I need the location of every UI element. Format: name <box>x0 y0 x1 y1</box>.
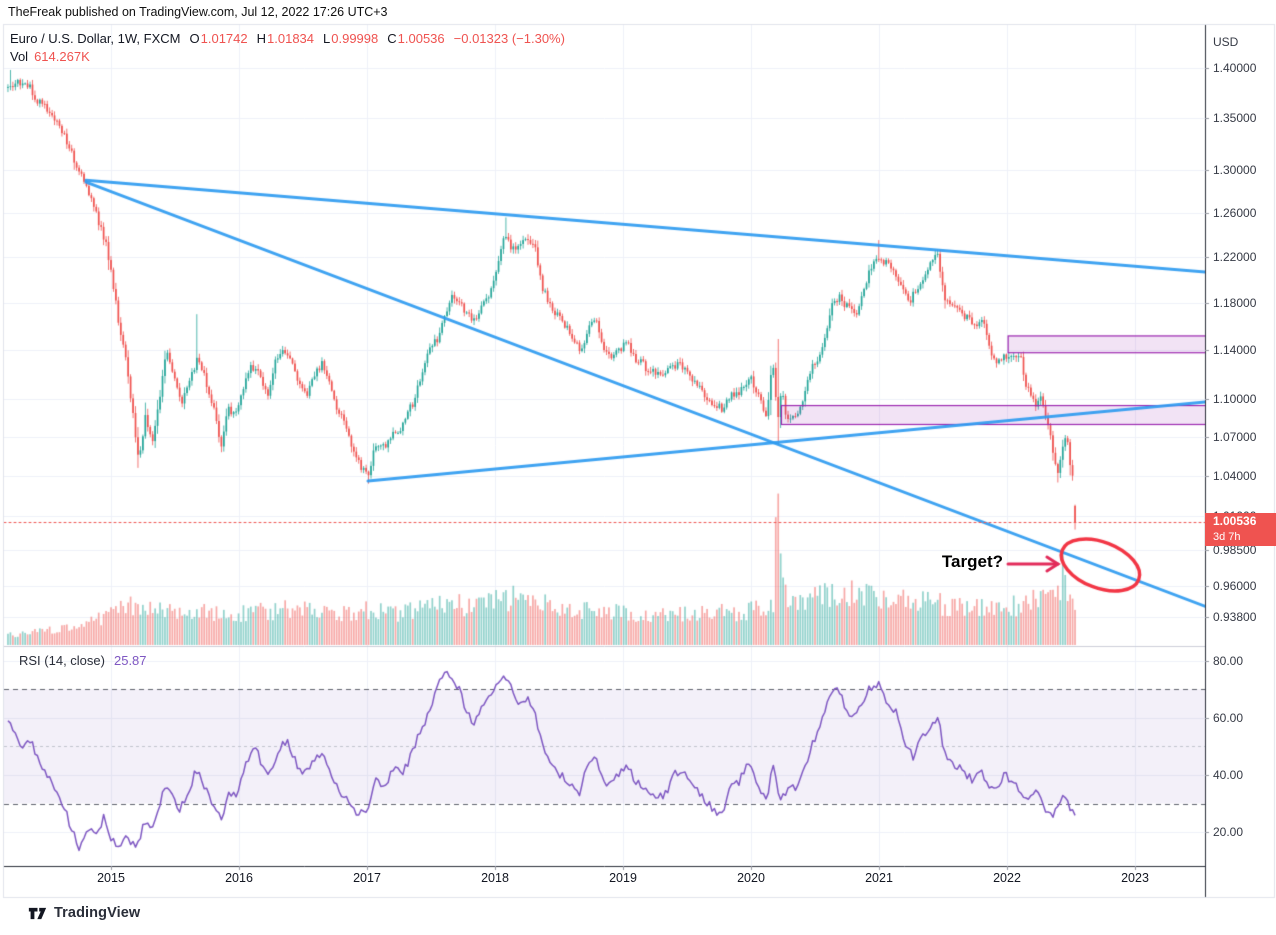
price-tick-label: 1.18000 <box>1213 295 1257 310</box>
tradingview-logo-icon <box>28 907 47 919</box>
attribution-text: TheFreak published on TradingView.com, J… <box>8 5 388 19</box>
bar-countdown: 3d 7h <box>1213 531 1241 543</box>
year-label: 2016 <box>225 871 253 885</box>
rsi-label: RSI (14, close) <box>19 653 105 668</box>
footer: TradingView <box>28 905 140 921</box>
symbol-title: Euro / U.S. Dollar, 1W, FXCM <box>10 31 181 46</box>
ohlc-open: O 1.01742 <box>189 31 248 46</box>
volume-label: Vol <box>10 49 29 64</box>
price-tick-label: 1.10000 <box>1213 391 1257 406</box>
rsi-tick-label: 80.00 <box>1213 653 1244 668</box>
volume-value: 614.267K <box>34 49 90 64</box>
rsi-tick-label: 60.00 <box>1213 710 1244 725</box>
last-price-badge: 1.00536 3d 7h <box>1205 513 1276 546</box>
target-annotation[interactable]: Target? <box>941 552 1003 571</box>
price-tick-label: 1.22000 <box>1213 249 1257 264</box>
rsi-tick-label: 40.00 <box>1213 768 1244 782</box>
price-tick-label: 1.40000 <box>1213 61 1257 75</box>
price-tick-label: 1.35000 <box>1213 110 1257 125</box>
rsi-tick-label: 20.00 <box>1213 825 1244 840</box>
rsi-value: 25.87 <box>113 653 147 668</box>
ohlc-close: C 1.00536 <box>387 31 445 46</box>
year-label: 2022 <box>993 871 1021 885</box>
ohlc-low: L 0.99998 <box>323 31 379 46</box>
tradingview-brand: TradingView <box>54 905 141 921</box>
rsi-legend[interactable]: RSI (14, close) 25.87 <box>19 653 147 668</box>
last-price-value: 1.00536 <box>1213 514 1257 528</box>
volume-legend[interactable]: Vol 614.267K <box>10 49 90 64</box>
ohlc-high: H 1.01834 <box>256 31 315 46</box>
year-label: 2023 <box>1121 871 1149 885</box>
year-label: 2015 <box>97 871 125 885</box>
price-tick-label: 0.98500 <box>1213 543 1257 558</box>
year-label: 2018 <box>481 871 509 885</box>
year-label: 2019 <box>609 871 637 885</box>
year-label: 2017 <box>353 871 381 885</box>
year-label: 2021 <box>865 871 893 885</box>
price-tick-label: 1.07000 <box>1213 429 1257 444</box>
attribution-bar: TheFreak published on TradingView.com, J… <box>8 5 388 19</box>
change-value: −0.01323 (−1.30%) <box>453 31 565 46</box>
price-tick-label: 1.26000 <box>1213 205 1257 220</box>
price-tick-label: 1.14000 <box>1213 342 1257 357</box>
currency-label: USD <box>1213 35 1239 49</box>
year-label: 2020 <box>737 871 765 885</box>
price-tick-label: 1.04000 <box>1213 468 1257 483</box>
price-tick-label: 0.93800 <box>1213 610 1257 625</box>
price-tick-label: 1.30000 <box>1213 162 1257 177</box>
price-tick-label: 0.96000 <box>1213 578 1257 593</box>
